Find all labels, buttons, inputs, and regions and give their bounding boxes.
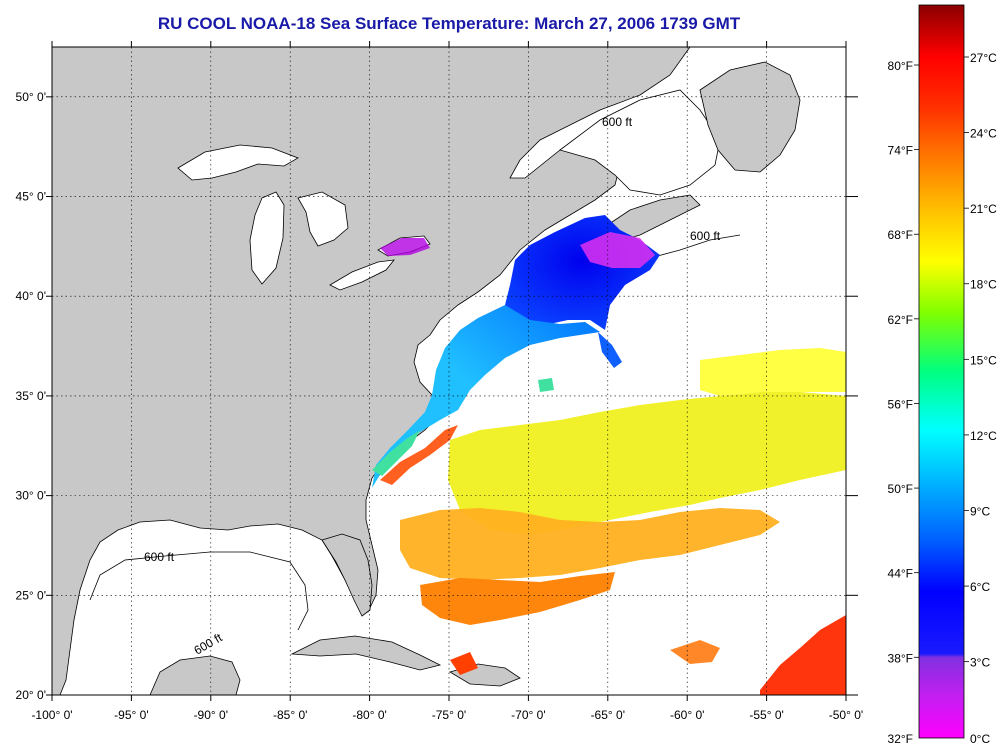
sst-magenta-patch <box>580 232 655 268</box>
colorbar-f-label: 56°F <box>888 397 913 411</box>
colorbar-f-label: 32°F <box>888 732 913 746</box>
sst-magenta-patch-2 <box>380 238 430 256</box>
isobath-label-north: 600 ft <box>602 115 633 129</box>
lon-label: -60° 0' <box>670 708 704 722</box>
colorbar-f-label: 62°F <box>888 313 913 327</box>
lon-label: -95° 0' <box>114 708 148 722</box>
lat-lon-grid <box>46 41 858 701</box>
sst-yellow-north <box>700 348 846 396</box>
land-cuba <box>290 635 442 671</box>
longitude-labels: -100° 0' -95° 0' -90° 0' -85° 0' -80° 0' -75°… <box>31 708 863 722</box>
colorbar-c-label: 27°C <box>970 51 997 65</box>
lon-label: -100° 0' <box>31 708 72 722</box>
lat-label: 25° 0' <box>16 588 46 602</box>
sst-yellow-field <box>448 392 846 535</box>
lat-label: 30° 0' <box>16 489 46 503</box>
colorbar-c-label: 12°C <box>970 429 997 443</box>
colorbar-c-label: 24°C <box>970 127 997 141</box>
isobath-label-east: 600 ft <box>690 229 721 243</box>
land-florida <box>321 533 373 617</box>
sst-red-southeast <box>760 615 846 695</box>
colorbar-c-label: 21°C <box>970 202 997 216</box>
latitude-labels: 20° 0' 25° 0' 30° 0' 35° 0' 40° 0' 45° 0' 50° … <box>16 90 46 702</box>
lon-label: -65° 0' <box>591 708 625 722</box>
sst-orange-band <box>400 508 780 580</box>
sst-orange-south <box>420 572 615 625</box>
lake-michigan <box>249 191 285 285</box>
gulf-st-lawrence <box>559 89 721 196</box>
sst-orange-caribbean <box>670 640 720 664</box>
colorbar-c-label: 3°C <box>970 656 990 670</box>
colorbar-c-label: 18°C <box>970 278 997 292</box>
isobath-gulf <box>89 551 309 631</box>
lat-label: 50° 0' <box>16 90 46 104</box>
colorbar-f-label: 80°F <box>888 59 913 73</box>
lat-label: 45° 0' <box>16 190 46 204</box>
map-title: RU COOL NOAA-18 Sea Surface Temperature:… <box>157 14 741 33</box>
lat-label: 20° 0' <box>16 688 46 702</box>
colorbar-celsius-labels: 27°C 24°C 21°C 18°C 15°C 12°C 9°C 6°C 3°C 0°C <box>964 51 997 746</box>
sst-red-patch <box>450 652 478 675</box>
colorbar-c-label: 6°C <box>970 580 990 594</box>
lake-superior <box>177 144 299 181</box>
land-yucatan <box>149 655 241 696</box>
lon-label: -75° 0' <box>432 708 466 722</box>
lake-erie <box>329 259 395 291</box>
lon-label: -85° 0' <box>273 708 307 722</box>
colorbar <box>918 4 965 739</box>
colorbar-c-label: 9°C <box>970 504 990 518</box>
lon-label: -90° 0' <box>194 708 228 722</box>
lat-label: 35° 0' <box>16 389 46 403</box>
lon-label: -50° 0' <box>829 708 863 722</box>
sst-gulf-stream-edge <box>380 425 458 485</box>
lake-huron <box>297 191 349 247</box>
lon-label: -80° 0' <box>352 708 386 722</box>
colorbar-c-label: 15°C <box>970 353 997 367</box>
colorbar-f-label: 38°F <box>888 651 913 665</box>
sst-teal-eddy <box>538 378 554 392</box>
sst-blue-tail <box>598 332 622 368</box>
colorbar-fahrenheit-labels: 80°F 74°F 68°F 62°F 56°F 50°F 44°F 38°F 32°F <box>888 59 919 746</box>
lat-label: 40° 0' <box>16 289 46 303</box>
colorbar-f-label: 68°F <box>888 228 913 242</box>
lon-label: -55° 0' <box>749 708 783 722</box>
isobath-label-gulf: 600 ft <box>144 550 175 564</box>
map-frame <box>51 46 847 696</box>
colorbar-f-label: 44°F <box>888 567 913 581</box>
sst-mid-atlantic-shelf <box>372 305 600 488</box>
colorbar-f-label: 74°F <box>888 144 913 158</box>
land-newfoundland <box>699 61 801 173</box>
colorbar-c-label: 0°C <box>970 732 990 746</box>
colorbar-f-label: 50°F <box>888 482 913 496</box>
sst-carolina-shelf <box>372 430 420 476</box>
lon-label: -70° 0' <box>511 708 545 722</box>
